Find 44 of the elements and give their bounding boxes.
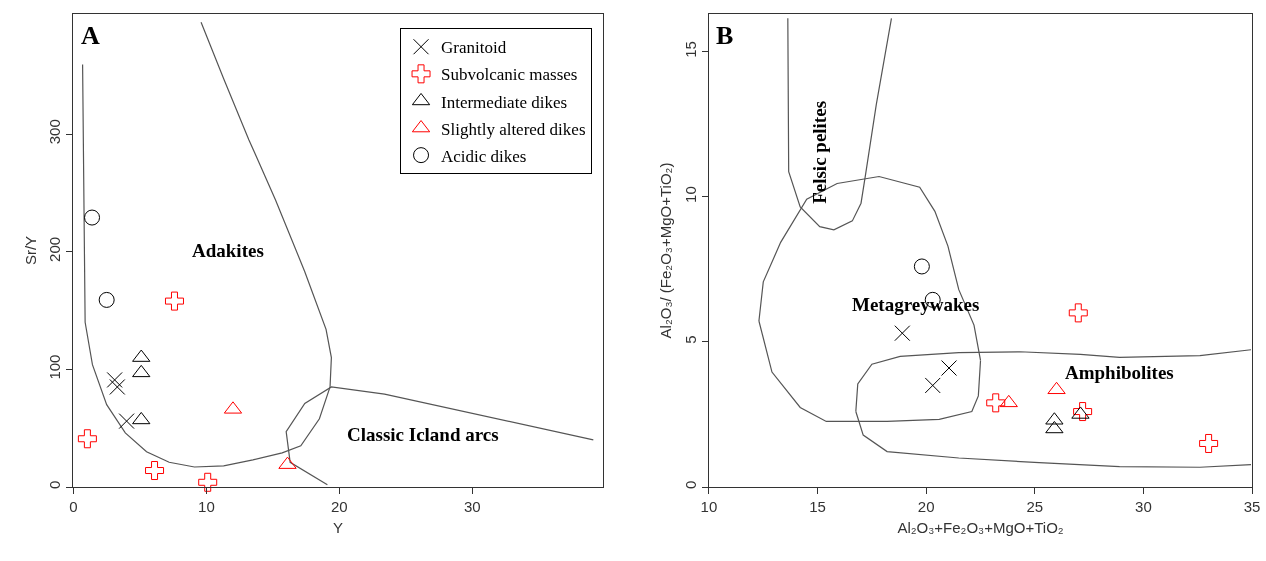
legend-label: Subvolcanic masses	[441, 65, 578, 85]
y-axis-title: Al₂O₃/ (Fe₂O₃+MgO+TiO₂)	[657, 162, 675, 339]
point	[164, 291, 184, 311]
x-tick-label: 25	[1026, 498, 1044, 516]
x-tick-label: 30	[1135, 498, 1152, 516]
x-tick-label: 30	[463, 498, 481, 516]
x-tick-label: 10	[700, 498, 718, 516]
point	[118, 413, 135, 430]
x-axis-title: Al₂O₃+Fe₂O₃+MgO+TiO₂	[897, 519, 1064, 537]
x-tick-label: 20	[917, 498, 935, 516]
annotation: Adakites	[192, 240, 264, 261]
x-tick-label: 10	[198, 498, 215, 516]
y-tick-label: 10	[681, 186, 699, 203]
legend-label: Slightly altered dikes	[441, 119, 586, 139]
y-tick-label: 0	[46, 480, 64, 489]
point	[109, 378, 126, 395]
point	[98, 291, 115, 308]
x-tick-label: 15	[809, 498, 826, 516]
point	[132, 364, 151, 378]
y-tick-label: 100	[46, 354, 64, 380]
point	[77, 429, 97, 449]
point	[132, 411, 151, 425]
y-tick-label: 300	[46, 119, 64, 145]
annotation: Felsic pelites	[808, 100, 830, 204]
legend-label: Granitoid	[441, 38, 507, 58]
legend-label: Intermediate dikes	[441, 92, 568, 112]
y-tick-label: 5	[681, 335, 699, 344]
y-axis-title: Sr/Y	[21, 235, 39, 266]
point	[198, 472, 218, 492]
y-tick-label: 15	[681, 41, 699, 58]
y-tick-label: 200	[46, 236, 64, 262]
x-tick-label: 35	[1243, 498, 1261, 516]
annotation: A	[81, 21, 100, 50]
point	[145, 461, 165, 481]
point	[106, 371, 123, 388]
annotation: Classic Icland arcs	[347, 424, 499, 445]
annotation: Amphibolites	[1065, 362, 1174, 383]
legend-label: Acidic dikes	[441, 146, 527, 166]
point	[84, 209, 101, 226]
y-tick-label: 0	[681, 480, 699, 489]
x-tick-label: 0	[69, 498, 78, 516]
x-tick-label: 20	[331, 498, 348, 516]
x-axis-title: Y	[333, 519, 344, 537]
annotation: B	[716, 21, 734, 50]
